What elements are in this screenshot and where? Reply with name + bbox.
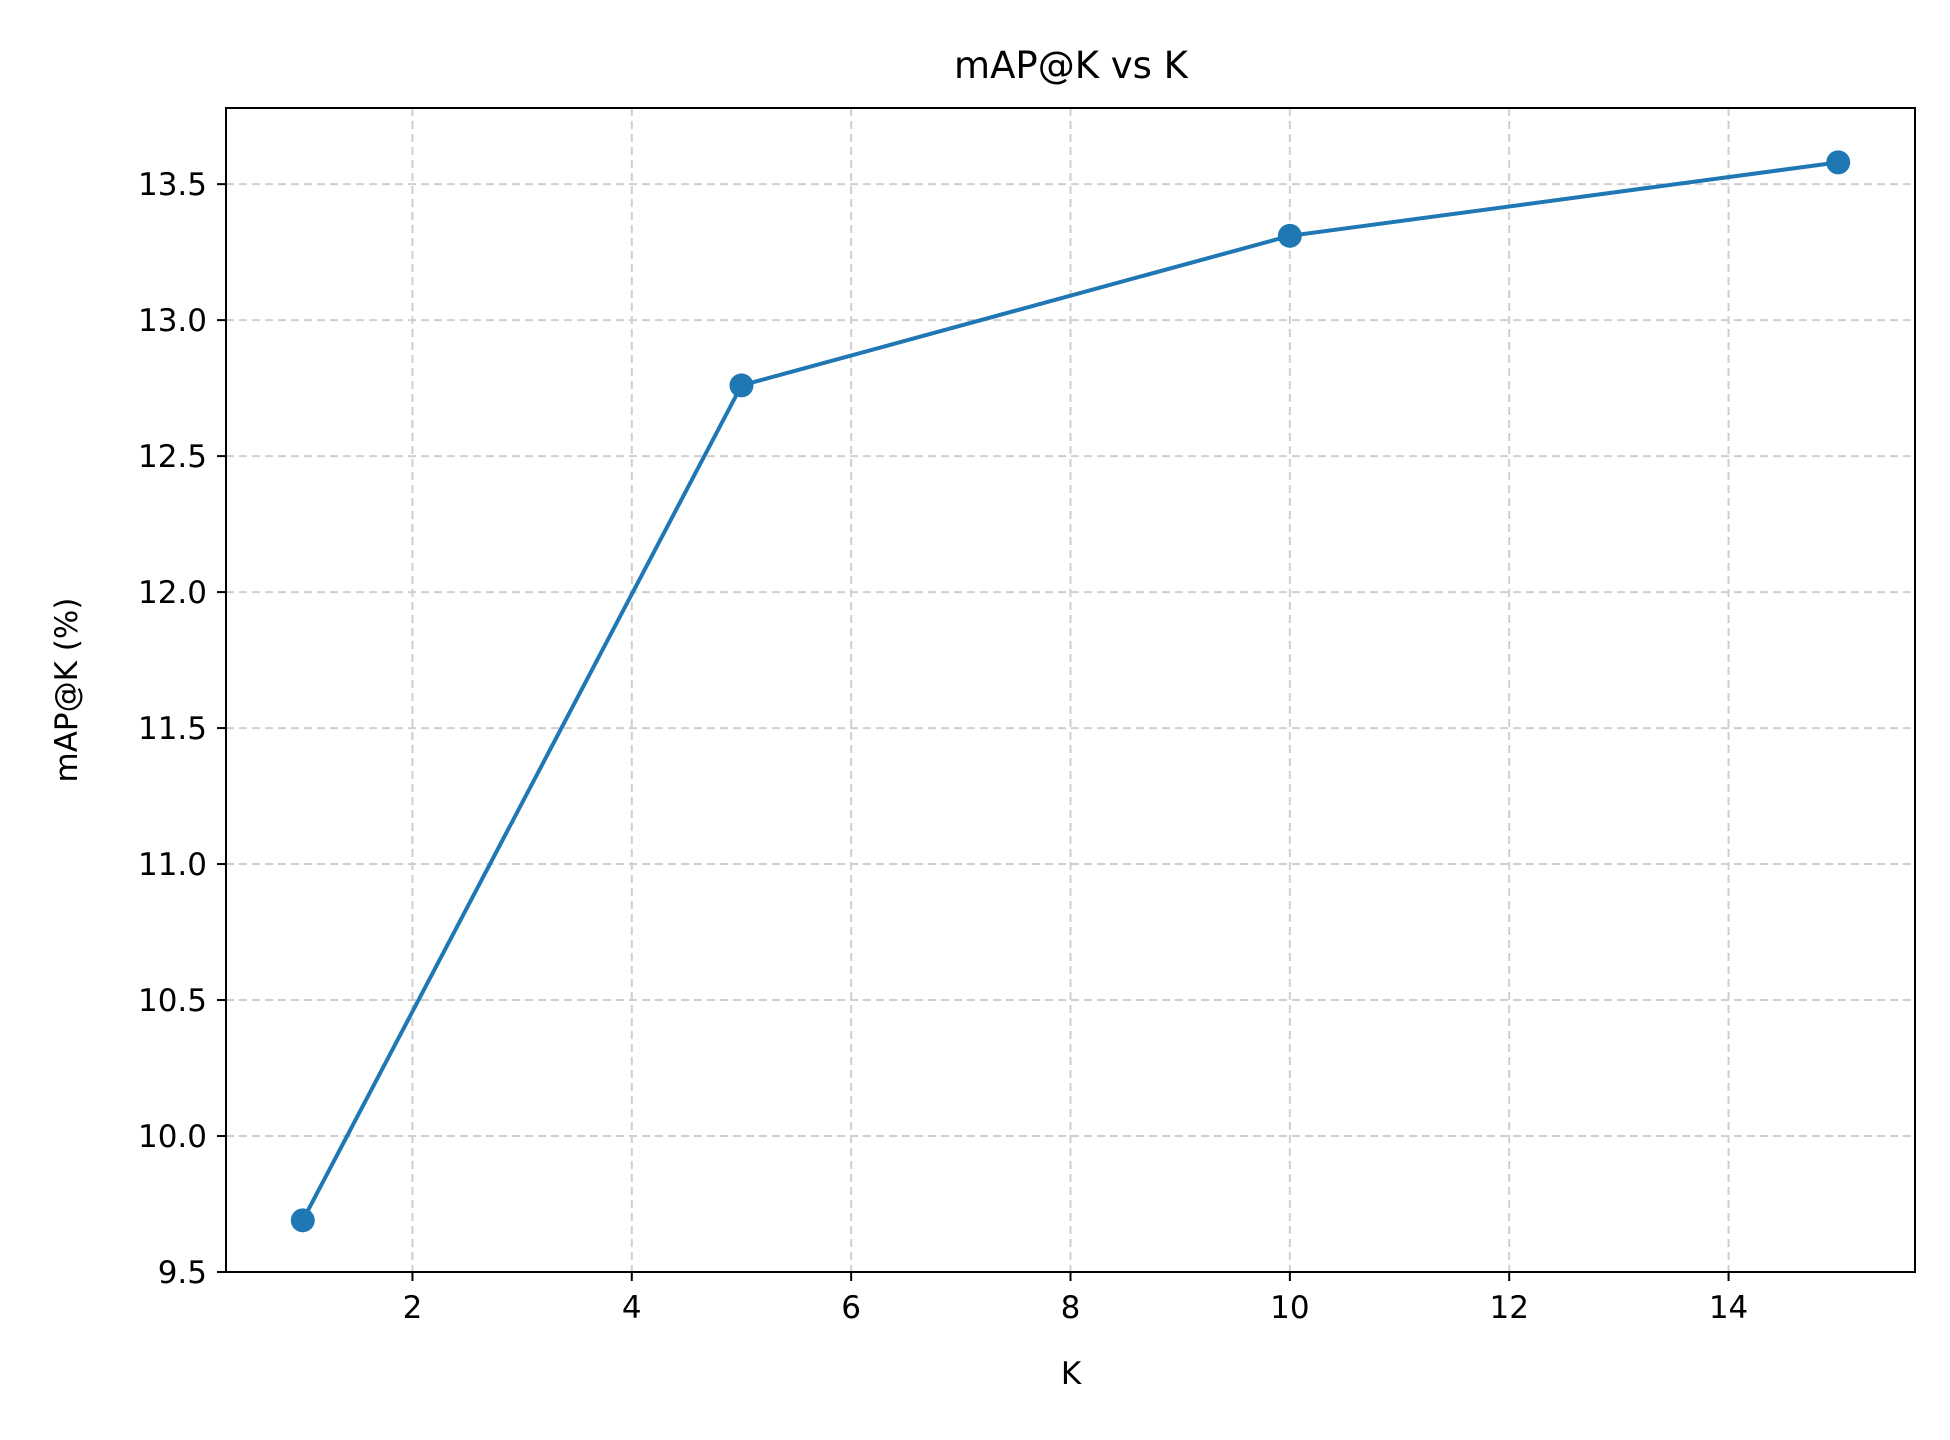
y-tick-label: 10.0 [138, 1119, 207, 1155]
grid [226, 108, 1915, 1273]
axes: 2 4 6 8 10 12 14 9.5 10.0 10.5 11.0 11.5 12.0 12.5 13.… [138, 167, 1748, 1326]
data-point [290, 1208, 315, 1233]
x-tick-label: 4 [622, 1290, 642, 1326]
y-axis-label: mAP@K (%) [49, 598, 85, 783]
x-tick-label: 8 [1061, 1290, 1081, 1326]
y-tick-label: 12.5 [138, 439, 207, 475]
series [290, 150, 1851, 1233]
y-tick-label: 12.0 [138, 575, 207, 611]
x-tick-label: 6 [841, 1290, 861, 1326]
y-tick-label: 9.5 [158, 1255, 207, 1291]
y-tick-label: 13.0 [138, 303, 207, 339]
x-tick-label: 14 [1709, 1290, 1748, 1326]
y-tick-label: 11.0 [138, 847, 207, 883]
data-point [1277, 223, 1302, 248]
chart-title: mAP@K vs K [954, 44, 1190, 87]
x-tick-label: 10 [1270, 1290, 1309, 1326]
data-point [729, 373, 754, 398]
y-tick-label: 11.5 [138, 711, 207, 747]
data-point [1826, 150, 1851, 175]
x-axis-label: K [1061, 1356, 1082, 1392]
x-tick-label: 12 [1489, 1290, 1528, 1326]
x-tick-label: 2 [403, 1290, 423, 1326]
series-line [300, 160, 1841, 1223]
y-tick-label: 10.5 [138, 983, 207, 1019]
y-tick-label: 13.5 [138, 167, 207, 203]
